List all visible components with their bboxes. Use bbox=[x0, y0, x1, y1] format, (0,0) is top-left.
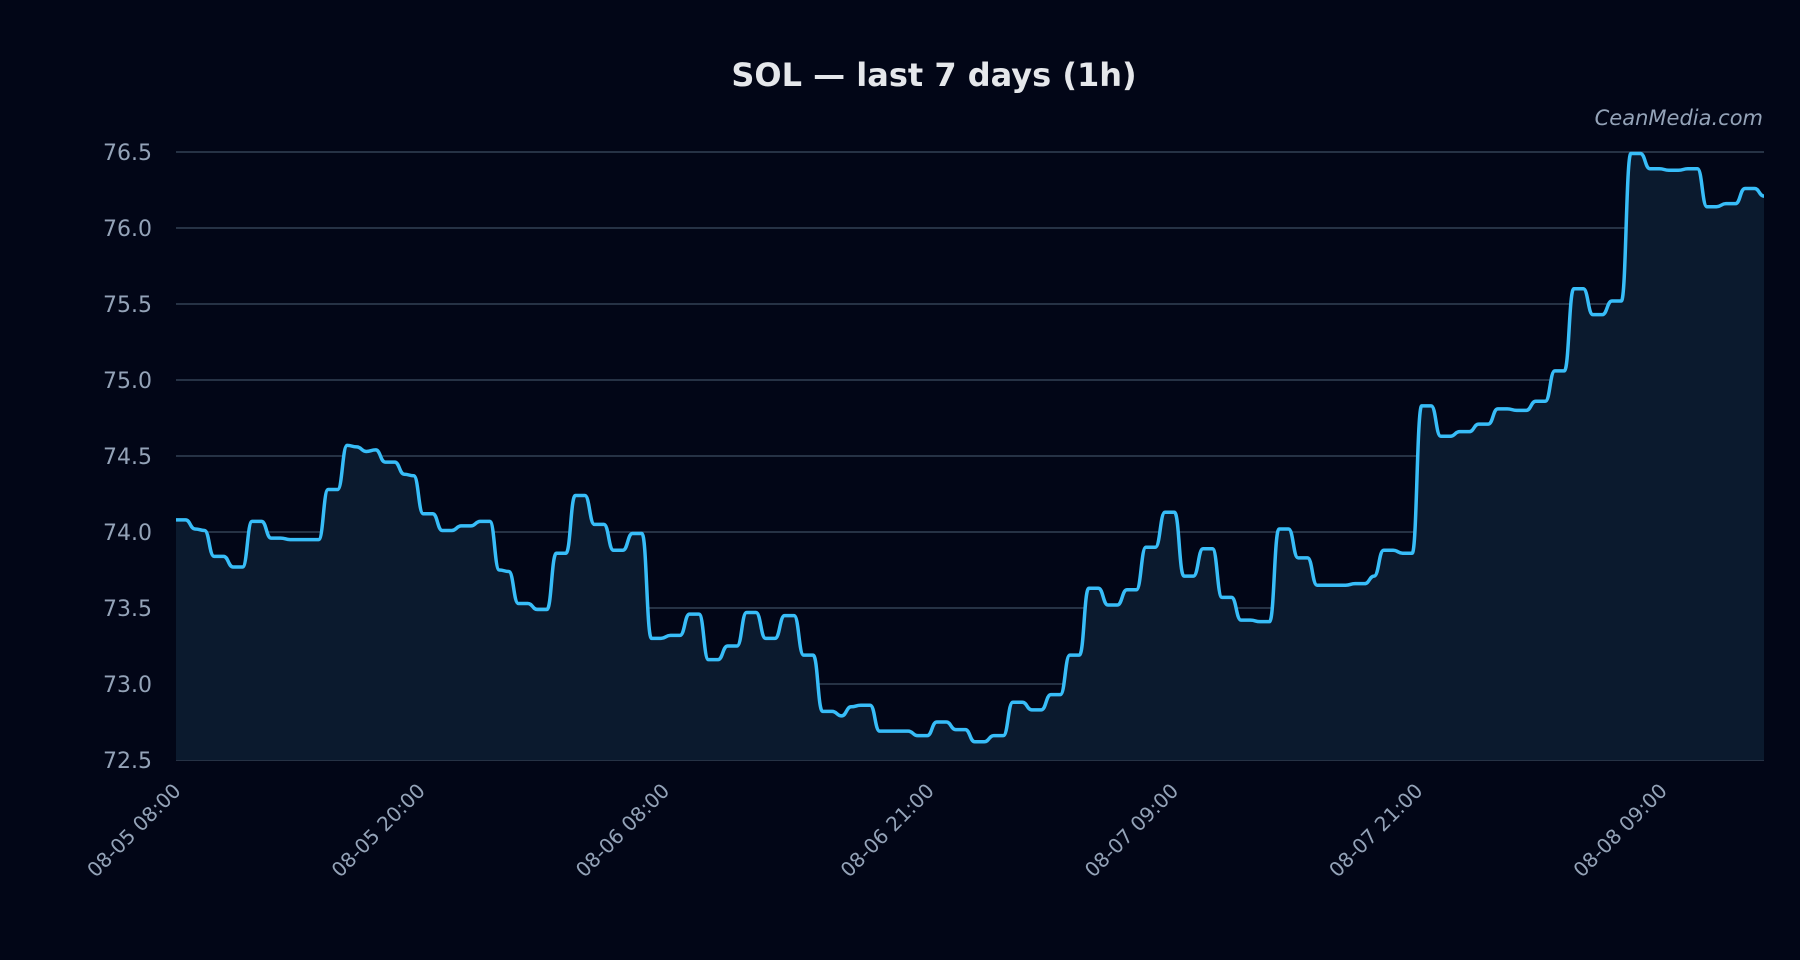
x-tick-label: 08-06 21:00 bbox=[836, 779, 939, 882]
price-line bbox=[176, 151, 1765, 744]
y-tick-label: 74.5 bbox=[103, 445, 152, 470]
y-tick-label: 73.5 bbox=[103, 597, 152, 622]
y-axis-ticks: 72.5 73.0 73.5 74.0 74.5 75.0 75.5 76.0 76.5 bbox=[103, 141, 152, 774]
x-tick-label: 08-08 09:00 bbox=[1568, 779, 1671, 882]
x-axis-ticks: 08-05 08:00 08-05 20:00 08-06 08:00 08-06 2… bbox=[82, 779, 1672, 882]
price-area-fill bbox=[176, 153, 1764, 760]
x-tick-label: 08-07 09:00 bbox=[1080, 779, 1183, 882]
x-tick-label: 08-07 21:00 bbox=[1324, 779, 1427, 882]
chart-title: SOL — last 7 days (1h) bbox=[731, 56, 1137, 94]
x-tick-label: 08-06 08:00 bbox=[571, 779, 674, 882]
x-tick-label: 08-05 20:00 bbox=[327, 779, 430, 882]
y-tick-label: 74.0 bbox=[103, 521, 152, 546]
watermark: CeanMedia.com bbox=[1594, 106, 1763, 130]
x-tick-label: 08-05 08:00 bbox=[82, 779, 185, 882]
y-tick-label: 75.0 bbox=[103, 369, 152, 394]
y-tick-label: 76.5 bbox=[103, 141, 152, 166]
y-tick-label: 73.0 bbox=[103, 673, 152, 698]
y-tick-label: 72.5 bbox=[103, 749, 152, 774]
y-tick-label: 75.5 bbox=[103, 293, 152, 318]
y-tick-label: 76.0 bbox=[103, 217, 152, 242]
